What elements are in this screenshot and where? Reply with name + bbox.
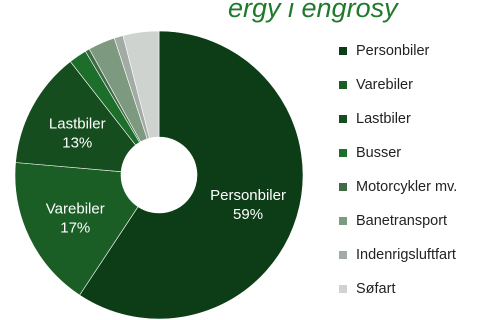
slice-value-3: 13%: [62, 135, 92, 152]
legend-swatch: [339, 149, 347, 157]
pie-slice-3: [15, 61, 137, 173]
legend-label: Motorcykler mv.: [356, 179, 458, 195]
slice-value-2: 17%: [60, 219, 90, 236]
pie-slice-2: [14, 162, 139, 296]
legend-item-5: Motorcykler mv.: [339, 170, 491, 204]
legend-label: Lastbiler: [356, 111, 411, 127]
legend-label: Indenrigsluftfart: [356, 247, 456, 263]
legend-label: Varebiler: [356, 77, 413, 93]
slice-label-1: Personbiler: [210, 187, 286, 204]
legend-label: Banetransport: [356, 213, 448, 229]
legend-item-3: Lastbiler: [339, 102, 491, 136]
legend-item-4: Busser: [339, 136, 491, 170]
pie-slice-1: [79, 30, 304, 320]
slice-label-2: Varebiler: [46, 200, 105, 217]
legend-swatch: [339, 217, 347, 225]
pie-slice-8: [122, 30, 160, 139]
legend-swatch: [339, 47, 347, 55]
legend-swatch: [339, 251, 347, 259]
legend-swatch: [339, 285, 347, 293]
legend-label: Søfart: [356, 281, 396, 297]
legend-label: Busser: [356, 145, 402, 161]
legend-item-1: Personbiler: [339, 34, 491, 68]
legend-swatch: [339, 81, 347, 89]
legend-item-6: Banetransport: [339, 204, 491, 238]
legend-swatch: [339, 115, 347, 123]
chart-legend: Personbiler Varebiler Lastbiler Busser Motor…: [339, 34, 491, 306]
legend-item-2: Varebiler: [339, 68, 491, 102]
legend-swatch: [339, 183, 347, 191]
slice-value-1: 59%: [233, 206, 263, 223]
legend-label: Personbiler: [356, 43, 430, 59]
legend-item-7: Indenrigsluftfart: [339, 238, 491, 272]
slice-label-3: Lastbiler: [49, 116, 106, 133]
legend-item-8: Søfart: [339, 272, 491, 306]
chart-title: ergy i engrosy: [228, 0, 398, 23]
